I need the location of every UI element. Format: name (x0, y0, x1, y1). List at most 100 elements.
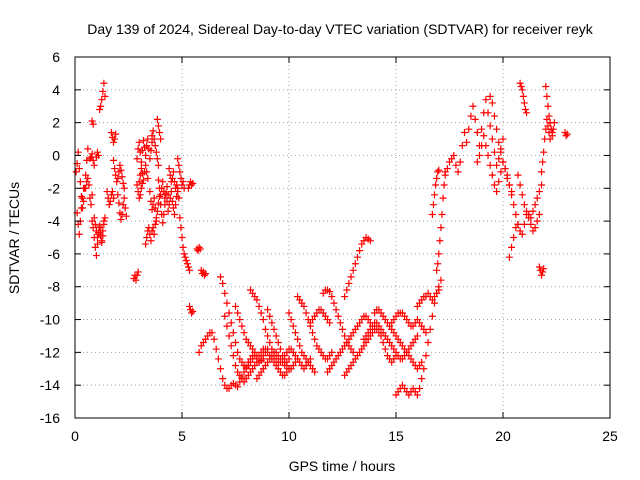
data-point (172, 201, 180, 209)
data-point (435, 250, 443, 258)
data-point (266, 339, 274, 347)
series-late-h (535, 263, 548, 279)
data-point (93, 148, 101, 156)
data-point (527, 220, 535, 228)
data-point (72, 168, 80, 176)
data-point (508, 243, 516, 251)
data-point (97, 102, 105, 110)
data-point (98, 238, 106, 246)
data-point (353, 253, 361, 261)
data-point (114, 191, 122, 199)
data-point (422, 329, 430, 337)
data-point (471, 115, 479, 123)
data-point (418, 375, 426, 383)
data-point (164, 207, 172, 215)
data-point (261, 325, 269, 333)
series-mid-g (264, 306, 314, 373)
data-point (148, 206, 156, 214)
data-point (229, 329, 237, 337)
data-point (149, 127, 157, 135)
data-point (181, 253, 189, 261)
data-point (460, 128, 468, 136)
series-early-3b (135, 161, 152, 186)
data-point (217, 273, 225, 281)
data-point (326, 319, 334, 327)
data-point (270, 325, 278, 333)
data-point (182, 256, 190, 264)
data-point (259, 316, 267, 324)
data-point (381, 345, 389, 353)
data-point (520, 201, 528, 209)
series-early-3c (133, 179, 146, 202)
data-point (538, 168, 546, 176)
data-point (119, 179, 127, 187)
data-point (488, 99, 496, 107)
data-point (165, 165, 173, 173)
data-point (184, 184, 192, 192)
data-point (227, 342, 235, 350)
series-late-f (514, 171, 546, 222)
data-point (142, 151, 150, 159)
data-point (276, 345, 284, 353)
series-mid-q (388, 309, 430, 337)
y-tick-label: 2 (52, 115, 60, 131)
data-point (85, 181, 93, 189)
data-point (76, 178, 84, 186)
data-point (188, 309, 196, 317)
y-tick-label: -12 (40, 344, 60, 360)
data-point (234, 309, 242, 317)
data-point (463, 138, 471, 146)
data-point (499, 158, 507, 166)
data-point (232, 339, 239, 347)
data-point (519, 92, 527, 100)
data-point (88, 150, 96, 158)
data-point (264, 306, 272, 314)
data-point (300, 302, 308, 310)
data-point (153, 155, 161, 163)
data-point (330, 299, 338, 307)
data-point (499, 135, 507, 143)
data-point (96, 224, 104, 232)
data-point (436, 237, 444, 245)
data-point (75, 230, 83, 238)
data-point (234, 383, 242, 391)
data-point (175, 194, 183, 202)
data-point (90, 161, 98, 169)
data-point (434, 168, 442, 176)
series-early-4a (165, 165, 183, 202)
data-point (133, 271, 141, 279)
series-mid-a (195, 329, 257, 392)
plot-frame (74, 56, 611, 419)
data-point (418, 358, 426, 366)
data-point (538, 271, 546, 279)
data-point (116, 161, 124, 169)
data-point (475, 151, 483, 159)
x-axis-label: GPS time / hours (289, 458, 396, 474)
data-point (529, 207, 537, 215)
data-point (196, 245, 204, 253)
data-point (139, 137, 147, 145)
data-point (107, 128, 115, 136)
data-point (285, 355, 293, 363)
data-point (89, 156, 97, 164)
data-point (96, 106, 104, 114)
data-point (82, 184, 90, 192)
data-point (98, 96, 106, 104)
data-point (349, 348, 357, 356)
data-point (296, 342, 304, 350)
data-point (467, 112, 475, 120)
data-point (171, 211, 179, 219)
series-early-2d (114, 191, 130, 223)
y-tick-label: -6 (48, 246, 61, 262)
data-point (146, 188, 154, 196)
data-point (424, 339, 432, 347)
data-point (416, 384, 424, 392)
data-point (221, 289, 229, 297)
data-point (83, 156, 91, 164)
series-early-4d (184, 178, 197, 192)
data-point (180, 250, 188, 258)
data-point (108, 188, 116, 196)
data-point (514, 171, 522, 179)
data-point (439, 194, 447, 202)
series-mid-n (341, 325, 400, 379)
